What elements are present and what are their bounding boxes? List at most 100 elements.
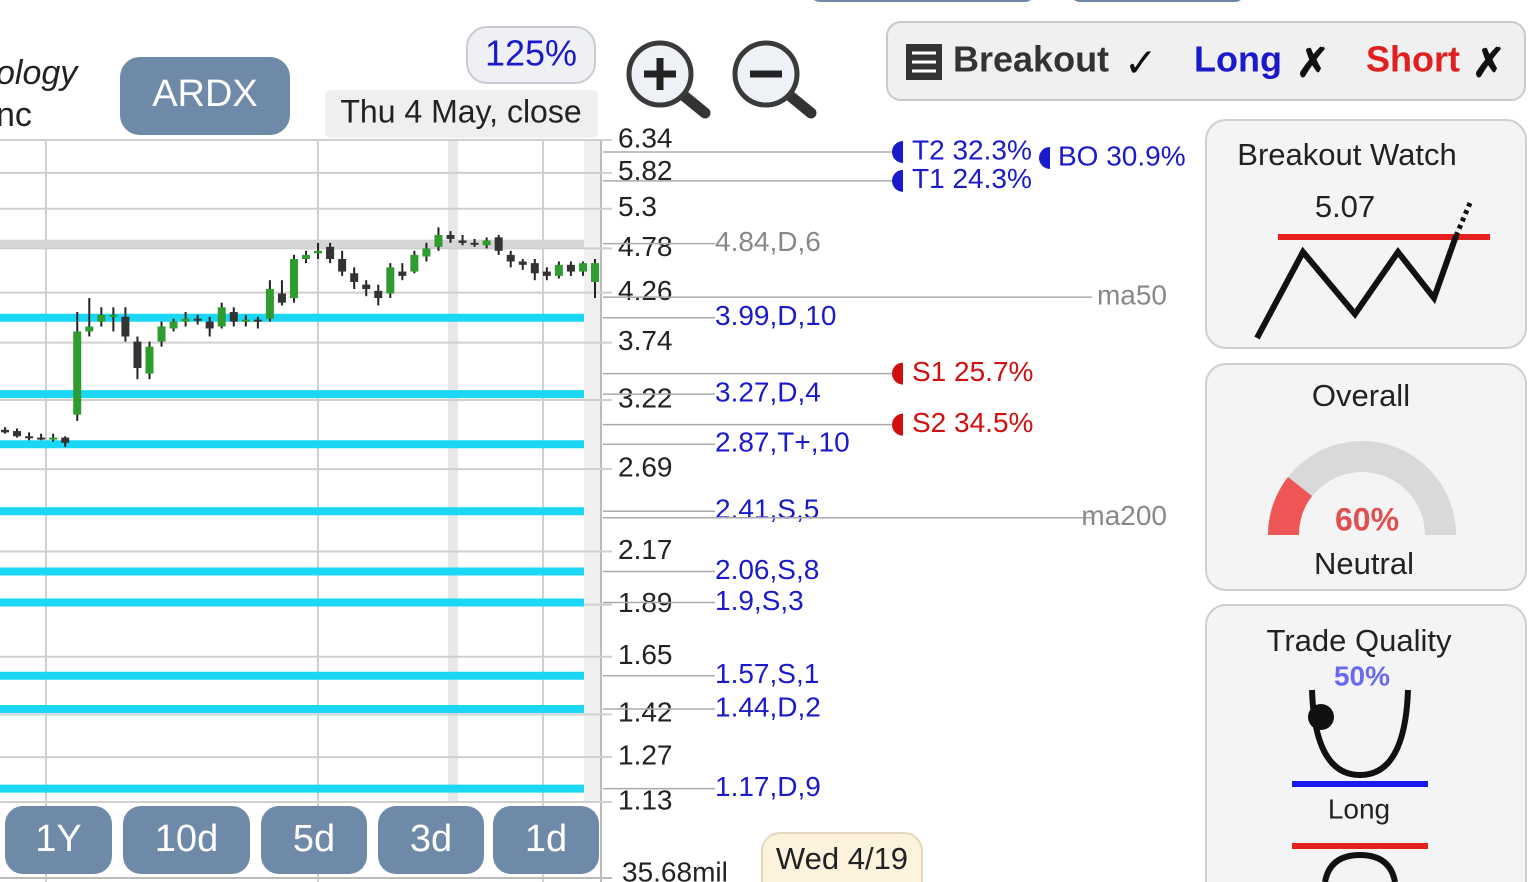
level-label: 2.87,T+,10 — [715, 427, 850, 458]
target-label: T1 24.3% — [912, 163, 1032, 194]
range-button[interactable] — [378, 806, 484, 874]
candle-body — [518, 261, 527, 265]
hover-date-box — [761, 832, 923, 882]
short-mark: ✗ — [1472, 42, 1506, 86]
candle-body — [205, 321, 214, 329]
card-title: Trade Quality — [1267, 623, 1452, 658]
right-margin — [584, 140, 600, 802]
candle-body — [85, 326, 94, 332]
ticker-button[interactable] — [120, 57, 290, 135]
candle-body — [25, 436, 34, 439]
pattern-breakout — [1453, 202, 1473, 237]
overall-rating: Neutral — [1314, 546, 1414, 581]
candle-body — [13, 431, 22, 437]
cup-shape — [1309, 689, 1411, 779]
level-label: 2.06,S,8 — [715, 554, 819, 585]
range-button[interactable] — [5, 806, 112, 874]
candle-body — [506, 254, 515, 262]
candle-body — [145, 346, 154, 374]
level-label: 1.9,S,3 — [715, 585, 804, 616]
hover-date: Wed 4/19 — [776, 841, 908, 876]
y-tick-label: 1.42 — [618, 697, 673, 728]
date: Thu 4 May, close — [340, 93, 581, 129]
zoom-in[interactable] — [626, 40, 711, 119]
candle-body — [386, 267, 395, 294]
candle-body — [591, 263, 599, 282]
candle-body — [61, 437, 70, 443]
range-button[interactable] — [493, 806, 599, 874]
level-label: 4.84,D,6 — [715, 226, 821, 257]
y-tick-label: 3.22 — [618, 382, 673, 413]
candle-body — [398, 271, 407, 276]
price-chart — [0, 140, 612, 882]
candle-body — [253, 319, 262, 322]
candle-body — [37, 437, 46, 440]
candle-body — [277, 293, 286, 303]
candle-body — [157, 326, 166, 342]
candle-body — [181, 318, 190, 322]
y-tick-label: 4.78 — [618, 231, 673, 262]
candle-body — [338, 258, 347, 272]
range-button-label: 10d — [155, 818, 218, 860]
candle-body — [578, 263, 587, 272]
candle-body — [362, 284, 371, 290]
y-tick-label: 2.17 — [618, 534, 673, 565]
cap-shape — [1322, 851, 1398, 882]
highlight-column — [448, 140, 458, 802]
zoom-text: 125% — [485, 33, 577, 74]
candle-body — [302, 254, 311, 259]
target-label: S1 25.7% — [912, 356, 1033, 387]
candle-body — [241, 319, 250, 322]
target-label: S2 34.5% — [912, 407, 1033, 438]
range-button[interactable] — [261, 806, 367, 874]
candle-body — [554, 264, 563, 276]
date-box — [325, 90, 598, 138]
y-tick-label: 1.27 — [618, 740, 673, 771]
y-tick-label: 1.65 — [618, 639, 673, 670]
range-button-label: 3d — [410, 818, 452, 860]
candle-body — [422, 248, 431, 257]
level-label: 3.99,D,10 — [715, 300, 836, 331]
ticker: ARDX — [152, 73, 258, 115]
candle-body — [326, 246, 335, 259]
short-label: Short — [1366, 39, 1460, 80]
candle-body — [73, 331, 82, 415]
menu-icon[interactable] — [906, 44, 942, 80]
target-marker — [892, 362, 903, 385]
y-tick-label: 4.26 — [618, 275, 673, 306]
candle-body — [169, 321, 178, 329]
y-tick-label: 6.34 — [618, 122, 673, 153]
ma-label: ma200 — [1081, 500, 1167, 531]
breakout-target-label: BO 30.9% — [1058, 140, 1186, 171]
zoom-out[interactable] — [732, 40, 817, 119]
candle-body — [193, 318, 202, 321]
range-button[interactable] — [123, 806, 250, 874]
breakout-price: 5.07 — [1315, 189, 1375, 224]
candle-body — [566, 264, 575, 272]
overall-score: 60% — [1335, 501, 1399, 537]
ma-label: ma50 — [1097, 280, 1167, 311]
cropped-button[interactable] — [1070, 0, 1245, 2]
candle-body — [446, 234, 455, 239]
cropped-button[interactable] — [810, 0, 1035, 2]
target-marker — [892, 413, 903, 436]
candle-body — [314, 250, 323, 254]
company-name: nc — [0, 96, 32, 134]
candle-body — [530, 263, 539, 274]
level-label: 1.44,D,2 — [715, 691, 821, 722]
candle-body — [109, 314, 118, 317]
zoom-level[interactable] — [466, 26, 596, 84]
candle-body — [133, 341, 142, 369]
breakout-label: Breakout — [953, 39, 1109, 80]
y-tick-label: 1.13 — [618, 784, 673, 815]
level-label: 1.17,D,9 — [715, 771, 821, 802]
card-title: Overall — [1312, 378, 1410, 413]
candle-body — [410, 254, 419, 272]
range-button-label: 1d — [525, 818, 567, 860]
trade-quality-card[interactable] — [1205, 604, 1527, 882]
range-button-label: 1Y — [35, 818, 81, 860]
candle-body — [217, 307, 226, 327]
long-label: Long — [1194, 39, 1282, 80]
company-name: ology — [0, 54, 79, 92]
